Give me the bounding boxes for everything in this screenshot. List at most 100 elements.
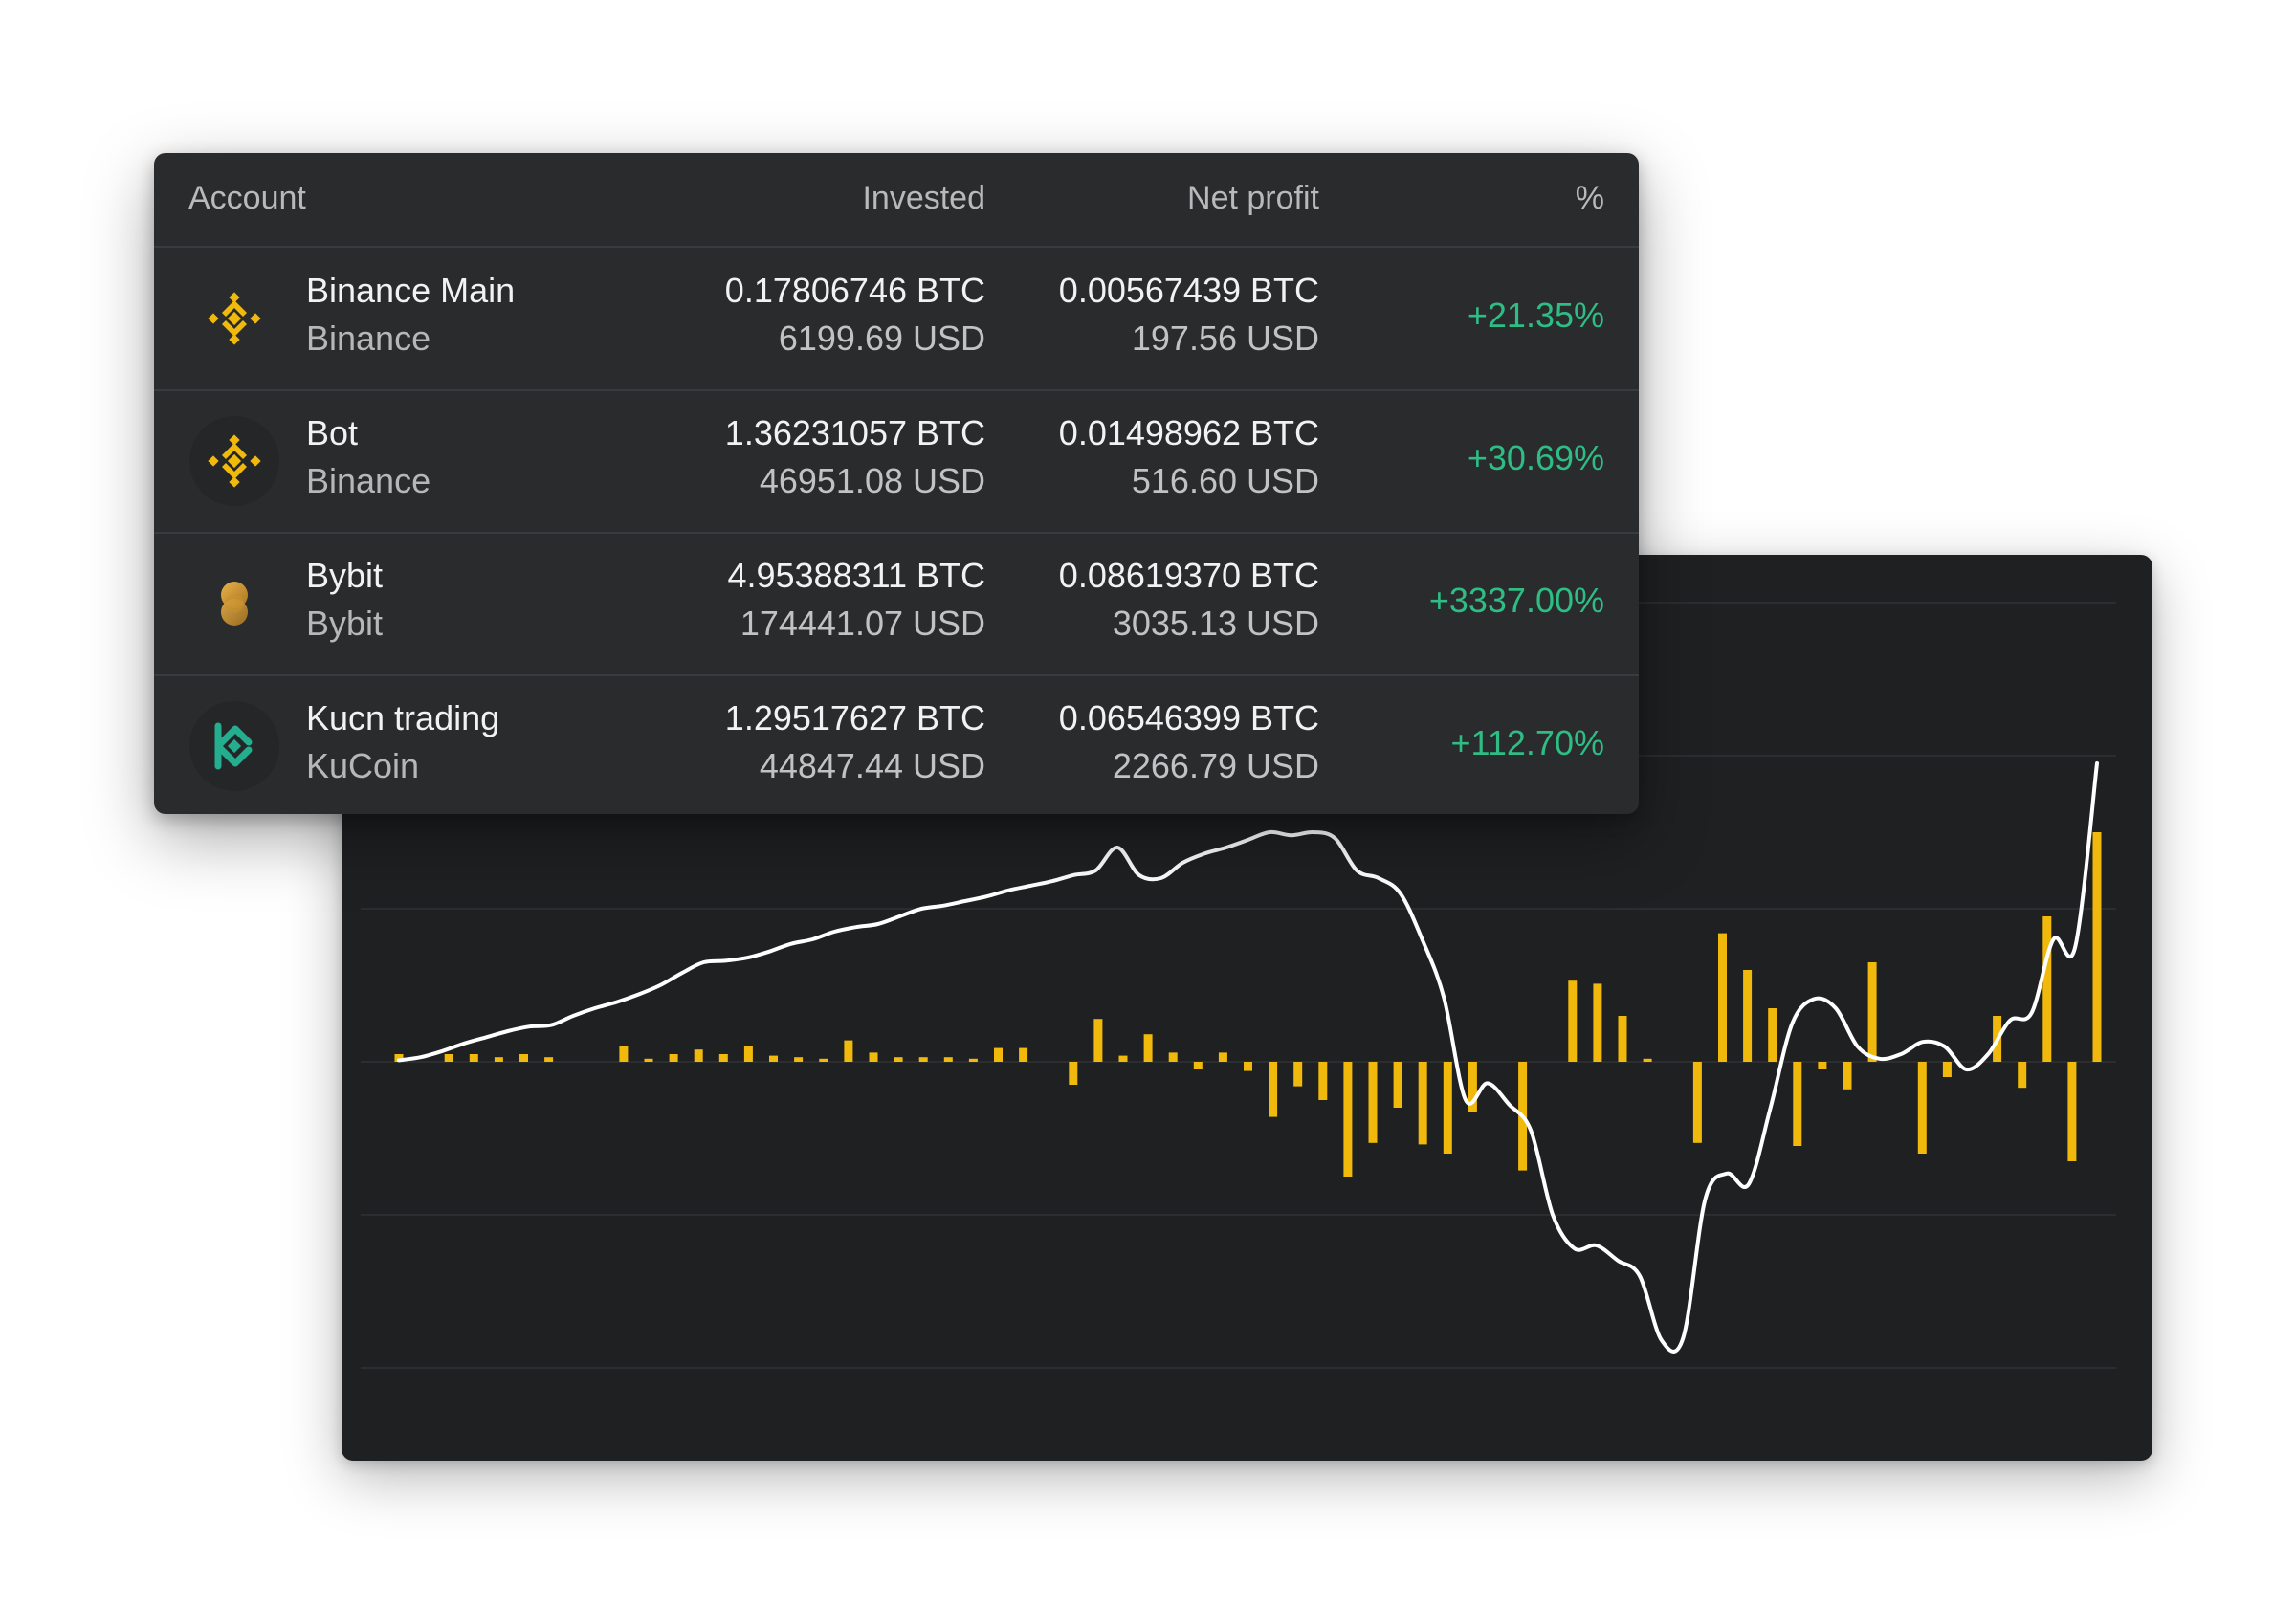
chart-bar (769, 1055, 778, 1062)
chart-bar (844, 1040, 853, 1062)
chart-line-series (397, 761, 2099, 1354)
invested-usd: 6199.69 USD (778, 319, 985, 358)
chart-bar (2092, 832, 2102, 1062)
chart-bar (1168, 1052, 1178, 1062)
chart-bar (1193, 1062, 1203, 1069)
chart-bar (1418, 1062, 1427, 1145)
exchange-name: Binance (306, 319, 431, 358)
binance-logo (208, 434, 261, 488)
chart-bar (2018, 1062, 2027, 1089)
chart-bar (1743, 970, 1753, 1062)
chart-bar (1843, 1062, 1852, 1090)
chart-bar (2042, 916, 2052, 1062)
chart-bar (1244, 1062, 1252, 1071)
chart-bar (394, 1054, 404, 1062)
chart-bar (1917, 1062, 1927, 1154)
invested-btc: 1.29517627 BTC (724, 698, 985, 737)
chart-bar (1618, 1016, 1627, 1062)
chart-bar (1468, 1062, 1477, 1112)
chart-bar (1593, 983, 1602, 1062)
chart-bar (1093, 1019, 1103, 1062)
chart-bar (644, 1058, 653, 1062)
table-row[interactable]: Bot Binance 1.36231057 BTC 46951.08 USD … (154, 390, 1639, 534)
chart-bar (918, 1057, 928, 1062)
invested-usd: 174441.07 USD (740, 604, 985, 643)
chart-bar (1568, 980, 1578, 1062)
invested-usd: 46951.08 USD (759, 461, 985, 500)
chart-bar (1867, 962, 1877, 1062)
account-name: Bybit (306, 556, 384, 595)
chart-bar (1218, 1052, 1227, 1062)
account-name: Bot (306, 413, 359, 452)
profit-btc: 0.00567439 BTC (1058, 271, 1319, 310)
chart-bar (943, 1057, 953, 1062)
account-name: Binance Main (306, 271, 516, 310)
binance-logo (208, 292, 261, 345)
profit-percent: +21.35% (1467, 296, 1604, 335)
chart-bar (1269, 1062, 1278, 1117)
table-header: Account Invested Net profit % (154, 153, 1639, 248)
bybit-icon (189, 559, 279, 649)
invested-btc: 0.17806746 BTC (724, 271, 985, 310)
binance-icon (189, 416, 279, 506)
chart-bar (1019, 1047, 1028, 1062)
exchange-name: Binance (306, 461, 431, 500)
chart-bar (819, 1058, 828, 1062)
profit-percent: +3337.00% (1428, 581, 1604, 620)
profit-usd: 197.56 USD (1131, 319, 1319, 358)
chart-bar (444, 1054, 453, 1062)
header-percent[interactable]: % (1575, 180, 1604, 216)
bybit-logo (221, 582, 248, 626)
chart-bar (1692, 1062, 1702, 1143)
chart-bar (669, 1054, 678, 1062)
invested-usd: 44847.44 USD (759, 746, 985, 785)
exchange-name: Bybit (306, 604, 384, 643)
chart-bar (1293, 1062, 1303, 1087)
chart-bar (869, 1052, 878, 1062)
kucoin-icon (189, 701, 279, 791)
table-row[interactable]: Binance Main Binance 0.17806746 BTC 6199… (154, 248, 1639, 391)
chart-bar (469, 1054, 478, 1062)
header-net-profit[interactable]: Net profit (1187, 180, 1319, 216)
chart-bar (1118, 1055, 1128, 1062)
chart-bar (743, 1046, 753, 1062)
chart-bar (1643, 1058, 1652, 1062)
chart-bar (1793, 1062, 1802, 1146)
chart-bar (1818, 1062, 1827, 1069)
chart-bar (894, 1057, 903, 1062)
chart-bar (968, 1058, 978, 1062)
chart-bar (1768, 1008, 1777, 1062)
chart-bar (994, 1047, 1003, 1062)
chart-bar (1069, 1062, 1078, 1085)
profit-btc: 0.08619370 BTC (1058, 556, 1319, 595)
chart-bar (694, 1049, 703, 1062)
chart-bar (1143, 1034, 1153, 1062)
profit-usd: 2266.79 USD (1112, 746, 1319, 785)
profit-chart (361, 602, 2116, 1369)
table-row[interactable]: Kucn trading KuCoin 1.29517627 BTC 44847… (154, 675, 1639, 814)
chart-bar (494, 1057, 503, 1062)
table-row[interactable]: Bybit Bybit 4.95388311 BTC 174441.07 USD… (154, 533, 1639, 676)
chart-bar (1718, 933, 1727, 1062)
chart-bar (519, 1054, 528, 1062)
profit-usd: 3035.13 USD (1112, 604, 1319, 643)
invested-btc: 1.36231057 BTC (724, 413, 985, 452)
accounts-table: Account Invested Net profit % (154, 153, 1639, 814)
profit-percent: +112.70% (1450, 723, 1604, 762)
chart-bar (718, 1054, 728, 1062)
header-account[interactable]: Account (188, 180, 306, 216)
header-invested[interactable]: Invested (862, 180, 985, 216)
chart-bar (619, 1046, 629, 1062)
chart-bar (1318, 1062, 1328, 1100)
profit-percent: +30.69% (1467, 438, 1604, 477)
chart-bar (1443, 1062, 1452, 1154)
exchange-name: KuCoin (306, 746, 420, 785)
chart-bar (1942, 1062, 1952, 1077)
chart-bar (1368, 1062, 1378, 1143)
kucoin-logo (214, 722, 253, 770)
profit-usd: 516.60 USD (1131, 461, 1319, 500)
invested-btc: 4.95388311 BTC (727, 556, 985, 595)
binance-icon (189, 274, 279, 363)
chart-bar (794, 1057, 804, 1062)
